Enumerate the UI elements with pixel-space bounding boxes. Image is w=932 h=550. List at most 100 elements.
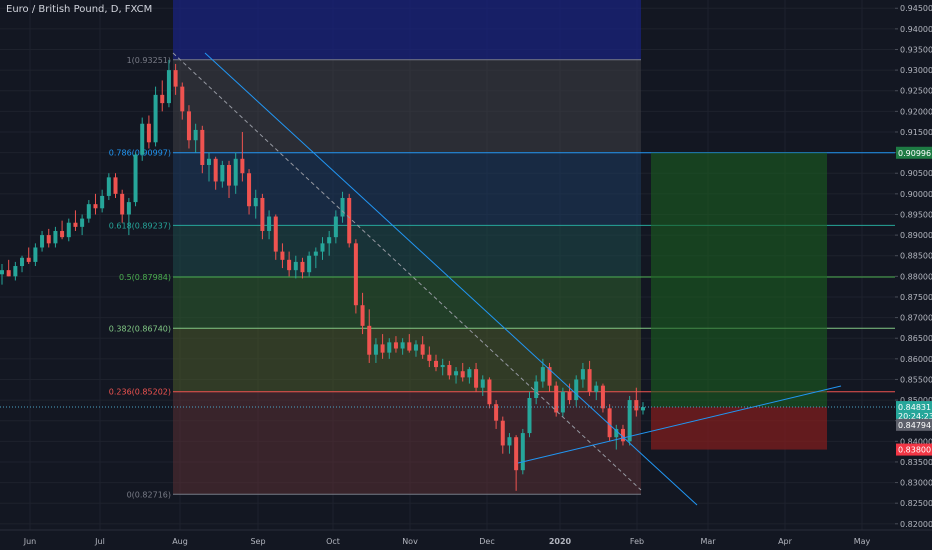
- candle-body: [33, 247, 38, 262]
- candle-body: [260, 197, 265, 231]
- candle: [393, 336, 398, 353]
- candle: [434, 354, 439, 372]
- candle-body: [627, 400, 632, 442]
- candle-body: [166, 70, 171, 104]
- candle-body: [66, 222, 71, 238]
- price-marker-bg: [896, 443, 932, 456]
- candle-body: [340, 197, 345, 217]
- candle: [247, 169, 252, 215]
- candle: [86, 200, 91, 223]
- candle-body: [126, 202, 131, 215]
- candle: [213, 156, 218, 190]
- candle: [160, 80, 165, 112]
- price-marker-bg: [896, 146, 932, 159]
- candle: [220, 160, 225, 188]
- candle-body: [440, 365, 445, 368]
- candle-body: [133, 154, 138, 203]
- candle: [146, 115, 151, 149]
- candle: [66, 218, 71, 242]
- candle: [607, 404, 612, 442]
- candle: [560, 387, 565, 417]
- fib-zone: [173, 277, 641, 329]
- candle: [0, 263, 5, 285]
- price-tick-label: 0.83500: [900, 458, 932, 467]
- candle-body: [146, 123, 151, 143]
- price-tick-label: 0.89000: [900, 231, 932, 240]
- candle: [534, 375, 539, 405]
- candle: [40, 230, 45, 252]
- candle: [53, 226, 58, 248]
- candle: [527, 391, 532, 438]
- candle-body: [534, 381, 539, 399]
- candle-body: [554, 385, 559, 413]
- candle-body: [620, 428, 625, 442]
- candle-body: [474, 369, 479, 388]
- time-tick-label: Dec: [479, 537, 494, 546]
- candle: [520, 428, 525, 475]
- candle: [166, 59, 171, 108]
- price-tick-label: 0.85000: [900, 396, 932, 405]
- time-tick-label: May: [854, 537, 871, 546]
- stop-zone: [651, 407, 827, 450]
- candle-body: [206, 158, 211, 165]
- candle-body: [173, 70, 178, 87]
- price-tick-label: 0.86000: [900, 355, 932, 364]
- candle-body: [300, 261, 305, 273]
- fib-level-label: 0.236(0.85202): [109, 388, 171, 397]
- time-axis-bg: [0, 530, 932, 550]
- candle-body: [487, 379, 492, 405]
- candle: [487, 377, 492, 409]
- fib-zone-ext: [173, 0, 641, 60]
- candle: [367, 309, 372, 363]
- candle: [240, 131, 245, 182]
- candle: [233, 152, 238, 194]
- candle-body: [280, 251, 285, 260]
- candle-body: [73, 222, 78, 227]
- candle: [514, 435, 519, 491]
- candle-body: [514, 437, 519, 471]
- price-tick-label: 0.88000: [900, 272, 932, 281]
- candle: [140, 117, 145, 161]
- price-axis-bg: [895, 0, 932, 550]
- candle-body: [46, 235, 51, 244]
- candle-body: [273, 216, 278, 252]
- price-marker-stop: 0.83800: [896, 443, 932, 456]
- time-tick-label: Jun: [23, 537, 37, 546]
- time-tick-label: Sep: [250, 537, 265, 546]
- candle: [574, 375, 579, 407]
- candle: [120, 189, 125, 223]
- candle: [474, 362, 479, 392]
- candle: [73, 210, 78, 231]
- candle: [614, 424, 619, 450]
- candle-body: [614, 428, 619, 438]
- candle: [353, 239, 358, 314]
- fib-level-label: 0.382(0.86740): [109, 324, 171, 333]
- candle: [13, 261, 18, 281]
- time-tick-label: Oct: [326, 537, 340, 546]
- candle: [407, 334, 412, 353]
- price-tick-label: 0.94500: [900, 4, 932, 13]
- price-tick-label: 0.87000: [900, 314, 932, 323]
- price-tick-label: 0.93500: [900, 45, 932, 54]
- candle-body: [607, 408, 612, 438]
- candle-body: [267, 216, 272, 231]
- time-tick-label: Nov: [402, 537, 418, 546]
- candle: [547, 362, 552, 392]
- candle: [307, 251, 312, 277]
- candle: [320, 237, 325, 260]
- time-tick-label: 2020: [549, 537, 572, 546]
- candle-body: [434, 360, 439, 368]
- candle: [33, 243, 38, 267]
- candle: [627, 395, 632, 446]
- candle: [640, 402, 646, 415]
- candle-body: [40, 235, 45, 248]
- candle: [173, 63, 178, 95]
- price-tick-label: 0.84000: [900, 437, 932, 446]
- price-marker-label: 0.83800: [898, 446, 931, 455]
- price-tick-label: 0.92500: [900, 87, 932, 96]
- candle: [494, 400, 499, 429]
- candle: [333, 210, 338, 244]
- price-marker-label: 0.84831: [898, 403, 931, 412]
